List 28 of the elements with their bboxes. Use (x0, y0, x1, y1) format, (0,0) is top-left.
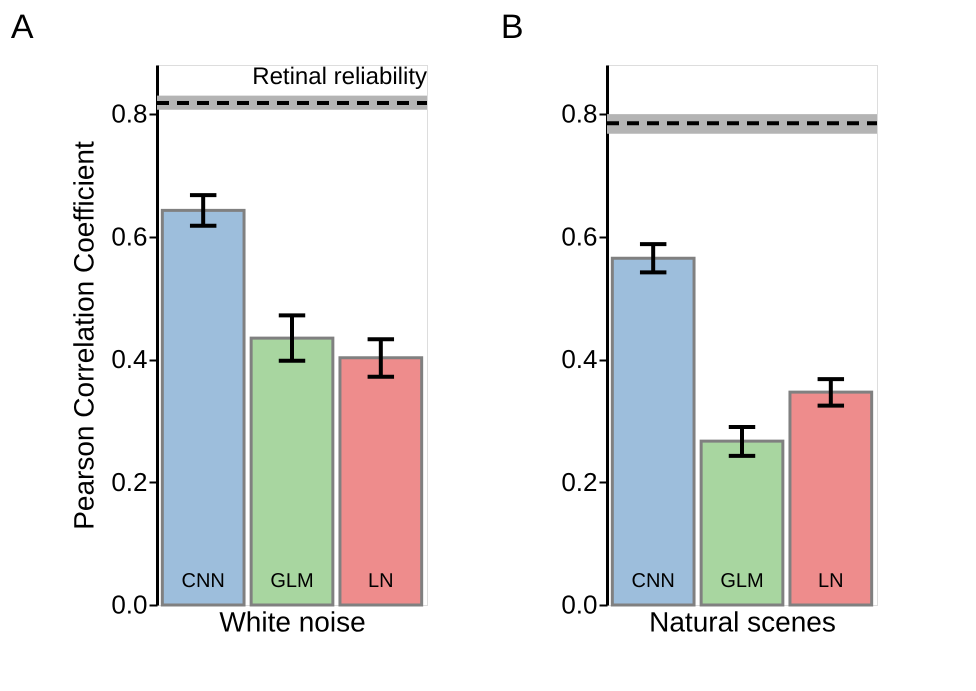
x-tick-label: GLM (720, 570, 764, 592)
y-tick-label: 0.6 (111, 221, 148, 252)
x-tick-label: CNN (182, 570, 225, 592)
bar (610, 256, 696, 606)
x-tick-label: LN (818, 570, 844, 592)
y-tick-label: 0.8 (561, 98, 598, 129)
y-tick-label: 0.4 (111, 344, 148, 374)
x-tick-label: CNN (632, 570, 675, 592)
y-axis-title: Pearson Correlation Coefficient (68, 140, 100, 530)
chart-title: B (500, 8, 524, 46)
ref-line-label: Retinal reliability (252, 63, 427, 90)
y-tick-label: 0.0 (111, 590, 148, 620)
bar (700, 440, 784, 606)
chart-title: A (10, 8, 34, 46)
bar (160, 208, 246, 606)
x-axis-title: White noise (219, 606, 366, 638)
x-axis-title: Natural scenes (649, 606, 836, 638)
y-tick-label: 0.2 (561, 466, 598, 497)
y-tick-label: 0.4 (561, 344, 598, 374)
bar (250, 336, 334, 606)
x-tick-label: GLM (270, 570, 314, 592)
y-tick-label: 0.0 (561, 590, 598, 620)
y-tick-label: 0.6 (561, 221, 598, 252)
bar (338, 356, 424, 606)
x-tick-label: LN (368, 570, 394, 592)
bar (788, 390, 874, 606)
y-tick-label: 0.8 (111, 98, 148, 129)
y-tick-label: 0.2 (111, 466, 148, 497)
